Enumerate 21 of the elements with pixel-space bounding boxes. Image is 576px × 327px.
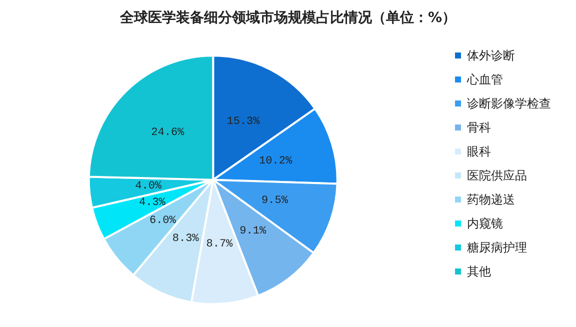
legend-label: 心血管: [466, 72, 503, 86]
legend-label: 骨科: [467, 120, 491, 134]
data-label: 8.3%: [172, 232, 200, 245]
data-label: 4.0%: [135, 180, 162, 192]
legend-label: 其他: [467, 264, 491, 278]
legend-label: 体外诊断: [467, 48, 515, 62]
data-label: 15.3%: [226, 116, 260, 128]
legend-label: 内窥镜: [467, 216, 503, 230]
data-label: 10.2%: [259, 155, 292, 168]
data-label: 9.1%: [240, 225, 266, 238]
data-label: 4.3%: [138, 196, 166, 209]
data-label: 8.7%: [206, 238, 234, 251]
legend-label: 眼科: [467, 144, 491, 158]
data-label: 24.6%: [151, 127, 185, 140]
data-label: 6.0%: [149, 215, 176, 228]
legend-label: 医院供应品: [467, 168, 527, 182]
legend-label: 糖尿病护理: [467, 240, 527, 254]
data-label: 9.5%: [262, 194, 288, 207]
legend-label: 诊断影像学检查: [467, 96, 551, 110]
chart-title: 全球医学装备细分领域市场规模占比情况（单位：%）: [118, 9, 456, 26]
legend-label: 药物递送: [467, 192, 515, 206]
